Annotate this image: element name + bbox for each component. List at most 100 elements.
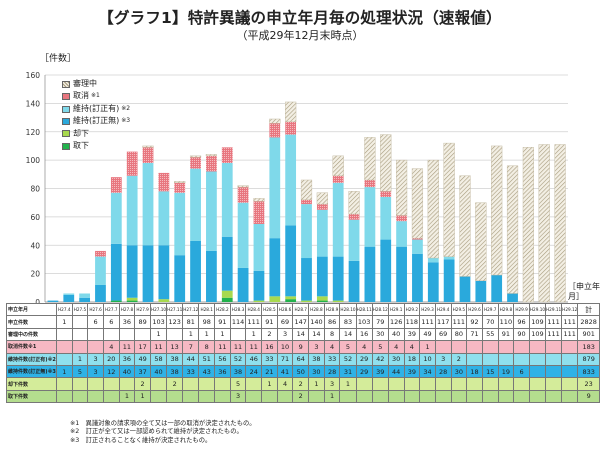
x-tick-label: H29.10 bbox=[528, 302, 547, 317]
table-row-label: 維持件数(訂正無)※3 bbox=[6, 364, 57, 379]
table-cell: 36 bbox=[118, 352, 136, 366]
table-cell: 49 bbox=[419, 327, 436, 342]
table-cell: 39 bbox=[403, 327, 421, 342]
x-axis-label-text: ［申立年月］ bbox=[568, 282, 600, 301]
legend-label-maintained_uncorrected: 維持(訂正無) bbox=[73, 116, 120, 126]
table-cell: 34 bbox=[419, 364, 436, 379]
x-tick-label: H27.6 bbox=[87, 302, 104, 317]
table-row-filed: 申立件数 1 6 6 36 89 103 123 81 98 91 114 111 91 69 147 140 8… bbox=[6, 315, 600, 329]
table-cell: 19 bbox=[497, 364, 515, 379]
table-cell: 52 bbox=[339, 352, 357, 366]
table-cell bbox=[434, 389, 452, 404]
x-tick-label: H28.8 bbox=[308, 302, 325, 317]
y-axis-label: ［件数］ bbox=[40, 54, 77, 64]
bar-maintained_corrected-H27.7 bbox=[95, 256, 106, 285]
bar-withdrawn-H28.4 bbox=[237, 187, 249, 203]
table-cell: 91 bbox=[214, 315, 231, 329]
table-cell: 64 bbox=[292, 352, 310, 366]
table-cell: 126 bbox=[387, 315, 405, 329]
bar-maintained_corrected-H29.2 bbox=[396, 221, 407, 247]
table-cell: 39 bbox=[371, 364, 389, 379]
bar-maintained_uncorrected-H28.11 bbox=[348, 260, 360, 302]
bar-maintained_uncorrected-H27.12 bbox=[174, 255, 186, 302]
table-cell: 1 bbox=[55, 364, 73, 379]
table-row-label: 却下件数 bbox=[6, 377, 57, 391]
legend-swatch-rejected bbox=[62, 130, 70, 138]
table-cell: 43 bbox=[198, 364, 216, 379]
table-cell bbox=[118, 327, 136, 342]
bar-pending-H29.10 bbox=[522, 147, 534, 303]
table-cell bbox=[87, 327, 104, 342]
x-tick-label: H27.11 bbox=[166, 302, 184, 317]
table-cell bbox=[466, 352, 483, 366]
table-cell bbox=[513, 389, 530, 404]
table-cell: 81 bbox=[182, 315, 200, 329]
x-tick-label: H28.2 bbox=[214, 302, 231, 317]
table-cell: 4 bbox=[276, 377, 294, 391]
table-cell: 18 bbox=[403, 352, 421, 366]
table-cell: 33 bbox=[323, 352, 341, 366]
table-cell bbox=[149, 377, 168, 391]
table-cell: 38 bbox=[166, 352, 184, 366]
table-row-label: 審理中の件数 bbox=[6, 327, 57, 342]
y-tick-label: 40 bbox=[30, 241, 40, 250]
table-cell: 98 bbox=[198, 315, 216, 329]
table-cell bbox=[513, 340, 530, 354]
table-cell bbox=[355, 389, 373, 404]
x-tick-label: H29.4 bbox=[434, 302, 452, 317]
table-cell: 123 bbox=[166, 315, 184, 329]
bar-pending-H29.7 bbox=[475, 202, 487, 281]
bar-maintained_uncorrected-H28.9 bbox=[316, 256, 328, 297]
table-cell: 12 bbox=[102, 364, 120, 379]
table-cell bbox=[55, 340, 73, 354]
x-tick-label: H28.12 bbox=[371, 302, 389, 317]
table-cell bbox=[561, 377, 579, 391]
table-cell: 28 bbox=[323, 364, 341, 379]
table-cell: 1 bbox=[339, 377, 357, 391]
table-cell: 2 bbox=[261, 327, 278, 342]
table-cell bbox=[481, 340, 499, 354]
x-tick-label: H29.7 bbox=[481, 302, 499, 317]
table-cell bbox=[434, 340, 452, 354]
bar-pending-H28.7 bbox=[285, 101, 297, 123]
table-cell: 2 bbox=[292, 389, 310, 404]
bar-maintained_uncorrected-H27.8 bbox=[110, 243, 122, 301]
table-cell: 91 bbox=[497, 327, 515, 342]
bar-withdrawn-H28.10 bbox=[332, 175, 344, 183]
table-cell: 6 bbox=[102, 315, 120, 329]
table-cell: 2 bbox=[292, 377, 310, 391]
bar-maintained_corrected-H28.3 bbox=[221, 162, 233, 237]
table-cell: 38 bbox=[229, 364, 247, 379]
bar-maintained_uncorrected-H27.5 bbox=[63, 294, 75, 302]
bar-maintained_uncorrected-H28.1 bbox=[190, 240, 201, 302]
table-cell: 1 bbox=[182, 327, 200, 342]
bar-maintained_corrected-H28.12 bbox=[364, 187, 376, 247]
data-table: 申立年月 H27.4 H27.5 H27.6 H27.7 H27.8 H27.9 H27.10… bbox=[6, 302, 600, 404]
y-tick-label: 20 bbox=[30, 270, 40, 279]
table-cell bbox=[450, 340, 468, 354]
table-row-pending: 審理中の件数 1 1 1 1 1 2 3 14 14 8 14 16 30 40 39 49 69 80 71 55 91… bbox=[6, 327, 600, 342]
bar-rejected-H28.9 bbox=[316, 296, 328, 301]
table-cell: 5 bbox=[339, 340, 357, 354]
table-cell bbox=[166, 327, 184, 342]
table-cell: 4 bbox=[403, 340, 421, 354]
table-cell: 6 bbox=[87, 315, 104, 329]
table-cell: 1 bbox=[134, 389, 151, 404]
table-cell: 40 bbox=[149, 364, 168, 379]
table-cell bbox=[261, 389, 278, 404]
x-tick-label: H27.4 bbox=[55, 302, 73, 317]
x-tick-label: H27.7 bbox=[102, 302, 120, 317]
table-cell: 38 bbox=[308, 352, 325, 366]
bar-maintained_uncorrected-H29.1 bbox=[380, 239, 392, 302]
table-cell: 114 bbox=[229, 315, 247, 329]
x-tick-label: H29.11 bbox=[545, 302, 563, 317]
table-cell bbox=[466, 389, 483, 404]
table-cell: 80 bbox=[450, 327, 468, 342]
table-cell bbox=[166, 389, 184, 404]
table-cell: 1 bbox=[149, 327, 168, 342]
bar-maintained_uncorrected-H29.9 bbox=[507, 293, 518, 302]
x-tick-label: H28.7 bbox=[292, 302, 310, 317]
table-cell: 40 bbox=[387, 327, 405, 342]
legend-label-withdrawal: 取下 bbox=[73, 141, 89, 151]
table-cell bbox=[561, 340, 579, 354]
